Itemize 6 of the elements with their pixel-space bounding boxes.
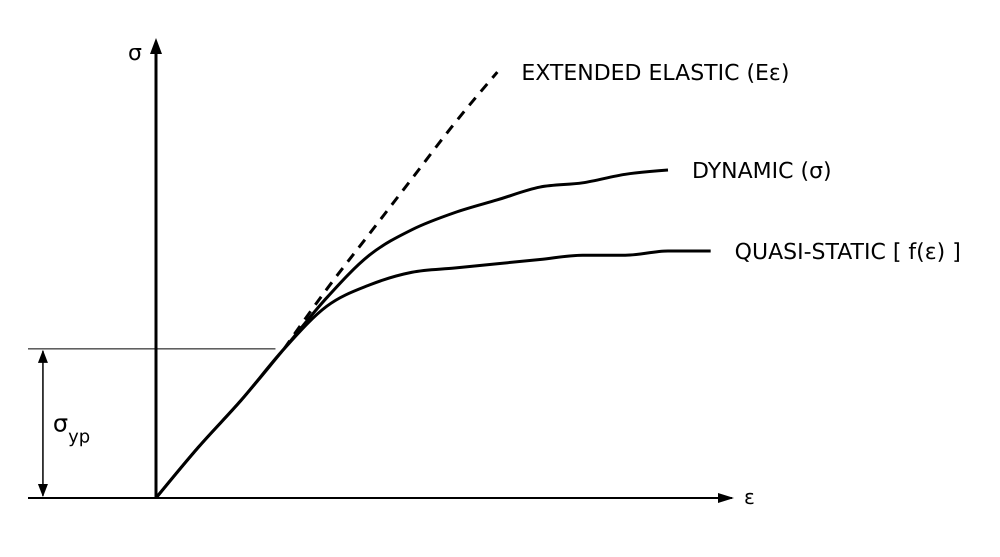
y-axis-title: σ — [128, 41, 142, 66]
series-label: QUASI-STATIC [ f(ε) ] — [734, 240, 961, 265]
ref-line-label: σ$_{yp}$ — [52, 409, 90, 447]
series-label: DYNAMIC (σ) — [692, 159, 832, 184]
series-label: EXTENDED ELASTIC (Eε) — [521, 61, 790, 86]
x-axis-title: ε — [744, 485, 755, 509]
